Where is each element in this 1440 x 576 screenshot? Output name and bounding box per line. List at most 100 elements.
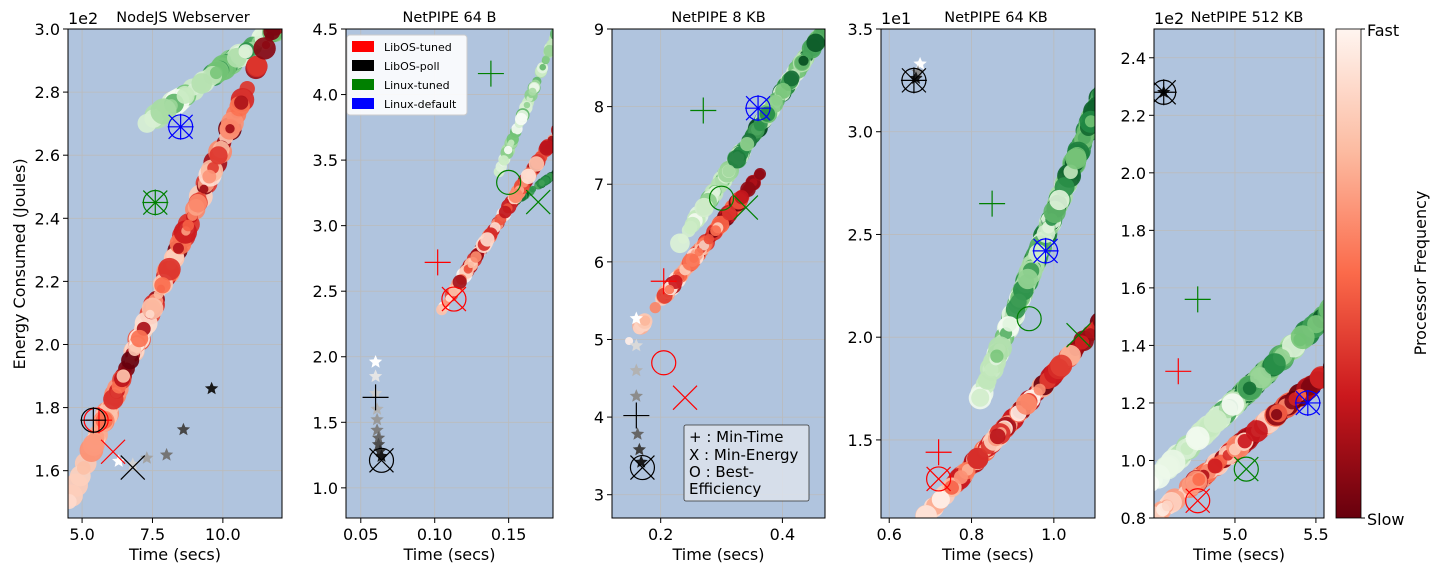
scatter-points: [625, 0, 855, 346]
scatter-point: [1318, 299, 1324, 320]
optimum-markers: [80, 113, 194, 480]
y-tick-label: 1.8: [35, 399, 60, 418]
scatter-point: [528, 87, 537, 96]
scatter-point: [1098, 71, 1117, 90]
y-tick-label: 2.2: [1121, 106, 1146, 125]
scatter-point: [1309, 367, 1324, 389]
marker-key: + : Min-Time X : Min-Energy O : Best- Ef…: [683, 424, 810, 502]
marker-key-line-4: Efficiency: [689, 480, 761, 498]
min-time-marker: [362, 384, 389, 411]
star-point: [632, 442, 646, 456]
scatter-point: [498, 205, 512, 219]
best-efficiency-marker: [168, 114, 194, 140]
scatter-points: [68, 0, 291, 510]
y-axis-multiplier: 1e2: [1154, 9, 1184, 28]
star-point: [370, 402, 384, 415]
scatter-point: [915, 505, 937, 518]
y-tick-label: 1.4: [1121, 336, 1146, 355]
scatter-point: [829, 3, 845, 19]
scatter-point: [555, 122, 566, 133]
best-efficiency-marker: [1154, 79, 1177, 105]
min-time-marker: [477, 60, 504, 87]
star-point: [176, 422, 191, 436]
axes-frame: [1153, 28, 1325, 519]
scatter-point: [1100, 59, 1123, 82]
best-efficiency-marker: [708, 185, 735, 211]
scatter-point: [539, 63, 547, 71]
scatter-point: [274, 3, 288, 17]
scatter-point: [1106, 62, 1119, 75]
scatter-point: [639, 315, 651, 326]
scatter-point: [682, 253, 700, 271]
min-energy-marker: [100, 439, 126, 465]
star-point: [204, 381, 219, 395]
best-efficiency-marker: [368, 447, 395, 473]
scatter-point: [694, 247, 704, 257]
star-point: [630, 427, 645, 440]
scatter-point: [1084, 115, 1095, 128]
x-axis-label: Time (secs): [941, 545, 1034, 564]
marker-key-line-2: X : Min-Energy: [689, 446, 799, 464]
scatter-point: [1307, 315, 1324, 334]
scatter-point: [234, 95, 249, 110]
colorbar-fast-label: Fast: [1367, 21, 1399, 40]
x-axis-label: Time (secs): [128, 545, 221, 564]
star-point: [634, 455, 648, 468]
scatter-point: [1085, 328, 1095, 339]
y-tick-label: 2.2: [35, 272, 60, 291]
scatter-point: [967, 447, 989, 470]
optimum-markers: [362, 60, 551, 473]
min-energy-marker: [1154, 79, 1177, 105]
min-energy-marker: [1185, 488, 1211, 514]
legend: LibOS-tuned LibOS-poll Linux-tuned Linux-de…: [346, 34, 468, 116]
scatter-point: [625, 336, 634, 346]
scatter-point: [274, 0, 291, 17]
scatter-point: [971, 388, 990, 407]
scatter-point: [253, 37, 276, 60]
scatter-point: [754, 167, 767, 180]
panels: 5.0 7.5 10.0 1.6 1.8 2.0 2.2 2.4 2.6 2.8 3.0 NodeJS…: [35, 0, 1329, 564]
y-tick-label: 1.0: [313, 479, 338, 498]
scatter-point: [553, 27, 562, 36]
best-efficiency-marker: [80, 407, 106, 433]
marker-key-line-1: + : Min-Time: [689, 428, 784, 446]
scatter-point: [990, 349, 1004, 363]
scatter-point: [1237, 434, 1252, 449]
scatter-point: [710, 225, 722, 237]
y-tick-label: 6: [594, 253, 604, 272]
scatter-point: [529, 185, 537, 193]
panel-title: NetPIPE 64 B: [403, 10, 497, 26]
scatter-point: [984, 362, 999, 377]
scatter-point: [1192, 473, 1206, 486]
y-tick-label: 2.6: [35, 146, 60, 165]
scatter-point: [554, 129, 560, 135]
min-energy-marker: [1233, 456, 1259, 482]
scatter-point: [1245, 420, 1268, 443]
scatter-point: [915, 517, 921, 518]
scatter-point: [554, 120, 567, 133]
optimum-markers: [623, 95, 772, 481]
scatter-point: [538, 180, 545, 187]
scatter-point: [1093, 85, 1095, 95]
scatter-point: [514, 112, 528, 126]
min-time-marker: [424, 249, 451, 276]
y-tick-label: 8: [594, 98, 604, 117]
legend-swatch: [352, 41, 374, 52]
scatter-point: [554, 130, 560, 136]
scatter-point: [1092, 87, 1095, 100]
y-tick-label: 1.8: [1121, 221, 1146, 240]
scatter-points: [436, 27, 567, 316]
min-time-marker: [1184, 286, 1211, 313]
star-point: [112, 454, 126, 467]
colorbar: Fast Slow Processor Frequency: [1335, 21, 1430, 529]
scatter-point: [835, 0, 855, 9]
scatter-point: [989, 428, 1006, 445]
min-energy-marker: [142, 190, 168, 215]
scatter-points: [1154, 299, 1324, 518]
scatter-point: [649, 302, 661, 314]
scatter-point: [116, 369, 131, 383]
x-tick-label: 0.2: [648, 525, 673, 544]
best-efficiency-marker: [441, 286, 467, 312]
scatter-point: [508, 188, 524, 204]
optimum-markers: [1154, 79, 1321, 514]
